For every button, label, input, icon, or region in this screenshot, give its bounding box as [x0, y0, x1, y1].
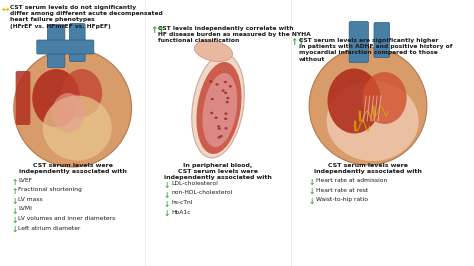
Ellipse shape	[226, 101, 229, 103]
Ellipse shape	[14, 49, 132, 167]
Ellipse shape	[192, 54, 244, 158]
Text: LDL-cholesterol: LDL-cholesterol	[171, 181, 218, 186]
Ellipse shape	[218, 136, 221, 139]
Ellipse shape	[215, 83, 219, 86]
Text: ↓: ↓	[11, 206, 18, 215]
Text: LV mass: LV mass	[18, 197, 43, 202]
Ellipse shape	[221, 89, 225, 92]
Ellipse shape	[224, 127, 228, 130]
Ellipse shape	[62, 69, 102, 117]
FancyBboxPatch shape	[47, 24, 65, 68]
Text: CST serum levels were
independently associated with: CST serum levels were independently asso…	[19, 163, 127, 174]
Ellipse shape	[43, 95, 112, 160]
Text: Waist-to-hip ratio: Waist-to-hip ratio	[316, 197, 367, 202]
Ellipse shape	[210, 112, 213, 114]
Text: ↓: ↓	[164, 200, 170, 209]
Ellipse shape	[224, 118, 227, 120]
Text: non-HDL-cholesterol: non-HDL-cholesterol	[171, 190, 233, 196]
Text: ↓: ↓	[164, 181, 170, 190]
Ellipse shape	[224, 113, 228, 115]
Text: ↑: ↑	[11, 178, 18, 187]
Text: Heart rate at admission: Heart rate at admission	[316, 178, 387, 183]
Text: ↓: ↓	[308, 178, 315, 187]
Text: HbA1c: HbA1c	[171, 210, 191, 214]
Ellipse shape	[219, 135, 223, 138]
Text: CST serum levels were
independently associated with: CST serum levels were independently asso…	[314, 163, 422, 174]
Ellipse shape	[224, 92, 227, 94]
Text: CST serum levels are significantly higher
in patients with ADHF and positive his: CST serum levels are significantly highe…	[299, 38, 452, 62]
FancyBboxPatch shape	[374, 23, 390, 57]
Text: CST levels independently correlate with
HF disease burden as measured by the NYH: CST levels independently correlate with …	[158, 26, 311, 43]
Text: ↑↑: ↑↑	[150, 26, 165, 35]
Text: CST serum levels do not significantly
differ among different acute decompensated: CST serum levels do not significantly di…	[10, 5, 163, 29]
Ellipse shape	[202, 73, 237, 147]
Text: In peripheral blood,
CST serum levels were
independently associated with: In peripheral blood, CST serum levels we…	[164, 163, 272, 180]
Text: LVMI: LVMI	[18, 206, 32, 211]
Ellipse shape	[224, 81, 227, 83]
Ellipse shape	[327, 81, 419, 161]
Text: ↑: ↑	[11, 188, 18, 197]
Text: Left atrium diameter: Left atrium diameter	[18, 226, 81, 231]
Ellipse shape	[210, 80, 212, 83]
FancyBboxPatch shape	[37, 40, 94, 54]
Text: ↓: ↓	[11, 226, 18, 235]
Text: ↓: ↓	[308, 197, 315, 206]
Text: LV volumes and inner diameters: LV volumes and inner diameters	[18, 216, 116, 221]
Text: ↔: ↔	[2, 5, 9, 14]
Text: Fractional shortening: Fractional shortening	[18, 188, 82, 193]
Ellipse shape	[309, 47, 427, 165]
Text: ↓: ↓	[164, 210, 170, 218]
Ellipse shape	[217, 125, 220, 128]
FancyBboxPatch shape	[16, 71, 30, 125]
Text: ↓: ↓	[308, 188, 315, 197]
Text: LVEF: LVEF	[18, 178, 33, 183]
Text: ↓: ↓	[164, 190, 170, 200]
Ellipse shape	[52, 93, 84, 133]
Text: ↓: ↓	[11, 216, 18, 225]
Text: hs-cTnI: hs-cTnI	[171, 200, 192, 205]
Ellipse shape	[363, 72, 407, 124]
Ellipse shape	[214, 117, 218, 119]
Ellipse shape	[210, 98, 214, 100]
Ellipse shape	[228, 85, 232, 88]
FancyBboxPatch shape	[349, 22, 368, 63]
Ellipse shape	[218, 127, 221, 130]
Ellipse shape	[194, 40, 233, 61]
Text: ↑↑: ↑↑	[291, 38, 306, 47]
Ellipse shape	[32, 69, 80, 127]
Ellipse shape	[328, 69, 381, 134]
Text: ↓: ↓	[11, 197, 18, 206]
Ellipse shape	[226, 97, 229, 99]
Ellipse shape	[196, 62, 242, 154]
Text: Heart rate at rest: Heart rate at rest	[316, 188, 368, 193]
FancyBboxPatch shape	[70, 23, 85, 61]
